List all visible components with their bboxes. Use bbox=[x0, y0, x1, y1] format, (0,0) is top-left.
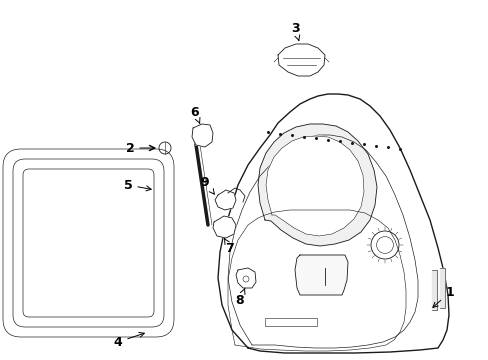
Polygon shape bbox=[236, 268, 256, 288]
Polygon shape bbox=[213, 216, 236, 238]
Polygon shape bbox=[258, 124, 376, 246]
Text: 9: 9 bbox=[200, 176, 214, 194]
Text: 5: 5 bbox=[123, 179, 151, 192]
Polygon shape bbox=[192, 124, 213, 147]
Polygon shape bbox=[215, 190, 236, 210]
Text: 6: 6 bbox=[190, 105, 200, 124]
Polygon shape bbox=[439, 268, 444, 308]
Polygon shape bbox=[278, 44, 325, 76]
Text: 7: 7 bbox=[224, 239, 234, 255]
Polygon shape bbox=[294, 255, 347, 295]
Polygon shape bbox=[431, 270, 436, 310]
Bar bbox=[264, 318, 316, 326]
Text: 4: 4 bbox=[113, 332, 144, 348]
Text: 8: 8 bbox=[235, 288, 244, 306]
Text: 1: 1 bbox=[432, 285, 453, 307]
Text: 3: 3 bbox=[290, 22, 299, 40]
Polygon shape bbox=[265, 136, 363, 236]
Text: 2: 2 bbox=[125, 141, 154, 154]
